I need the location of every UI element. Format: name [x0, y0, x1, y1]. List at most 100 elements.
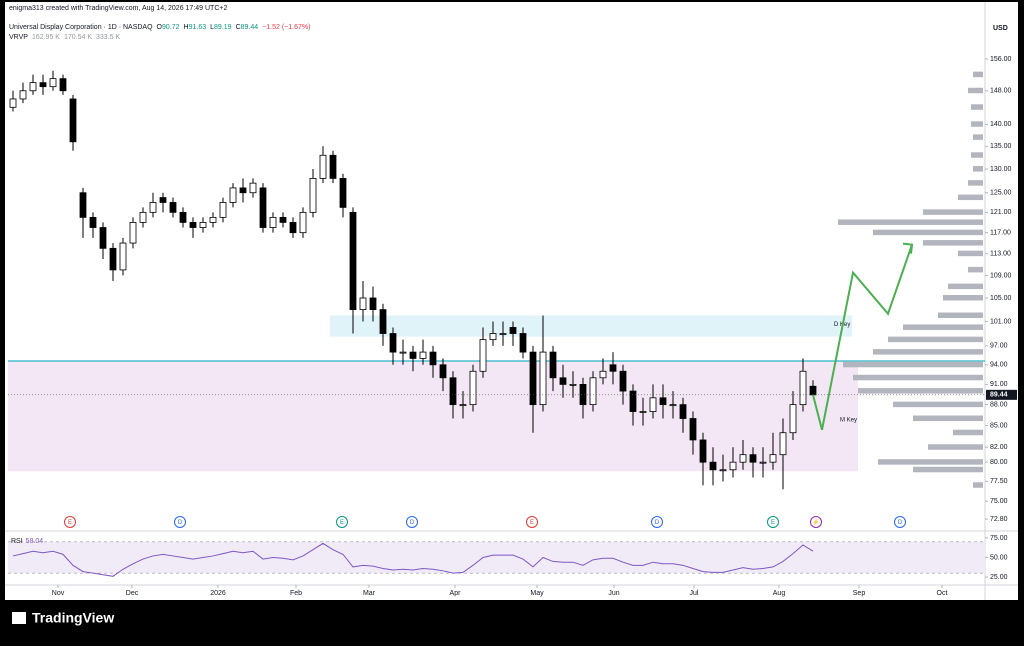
candle-body	[469, 370, 477, 406]
candle-body	[219, 202, 227, 218]
event-marker	[64, 516, 76, 528]
candle-body	[729, 461, 737, 471]
volume-profile-bar	[953, 429, 983, 436]
x-tick-label: Nov	[52, 590, 65, 597]
volume-profile-bar	[873, 229, 983, 236]
volume-profile-bar	[903, 324, 983, 330]
candle-body	[779, 432, 787, 456]
zone	[330, 315, 852, 337]
candle-body	[359, 297, 367, 311]
candle-body	[149, 202, 157, 213]
rsi-tick-label: 25.00	[990, 574, 1008, 581]
x-tick-label: Sep	[853, 590, 866, 597]
volume-profile-bar	[943, 294, 983, 301]
ohlc-value: 91.63	[189, 24, 207, 31]
volume-profile-bar	[958, 250, 983, 257]
currency: USD	[993, 25, 1008, 32]
rsi-legend: RSI 58.04	[11, 538, 43, 545]
candle-body	[349, 211, 357, 311]
volume-profile-bar	[973, 166, 983, 172]
candle-body	[799, 370, 807, 406]
candle-body	[569, 383, 577, 386]
event-marker	[894, 516, 906, 528]
y-tick-label: 75.00	[990, 498, 1008, 505]
ohlc-value: 89.44	[241, 24, 259, 31]
candle-body	[609, 364, 617, 372]
candle-body	[159, 197, 167, 203]
candle-body	[259, 187, 267, 228]
last-price-box	[986, 389, 1017, 400]
candle-body	[369, 297, 377, 311]
volume-profile-bar	[938, 312, 983, 318]
candle-body	[19, 90, 27, 100]
volume-profile-bar	[971, 104, 983, 110]
candle-body	[459, 404, 467, 407]
candle-body	[709, 461, 717, 471]
candle-body	[89, 216, 97, 228]
candle-body	[169, 202, 177, 213]
y-tick-label: 72.80	[990, 516, 1008, 523]
volume-profile-bar	[893, 401, 983, 408]
candle-body	[669, 404, 677, 407]
volume-profile-bar	[973, 71, 983, 78]
volume-profile-bar	[971, 152, 983, 158]
y-tick-label: 148.00	[990, 88, 1012, 95]
volume-profile-bar	[928, 444, 983, 450]
symbol-title: Universal Display Corporation · 1D · NAS…	[9, 24, 153, 31]
last-price-label: 89.44	[990, 392, 1008, 399]
candle-body	[319, 154, 327, 179]
y-tick-label: 113.00	[990, 251, 1011, 258]
rsi-tick-label: 75.00	[990, 535, 1008, 542]
event-label: E	[340, 520, 344, 526]
zone-label: M Key	[840, 417, 857, 423]
candle-body	[499, 333, 507, 335]
candle-body	[749, 454, 757, 463]
y-tick-label: 97.00	[990, 343, 1008, 350]
y-tick-label: 135.00	[990, 143, 1012, 150]
ohlc-label: C	[236, 24, 241, 31]
candle-body	[299, 211, 307, 234]
event-marker	[651, 516, 663, 528]
candle-body	[239, 187, 247, 194]
candle-body	[699, 439, 707, 463]
event-label: E	[771, 520, 775, 526]
candle-body	[39, 82, 47, 88]
candle-body	[339, 178, 347, 208]
x-tick-label: Jun	[608, 590, 619, 597]
candle-body	[489, 333, 497, 341]
chart-header: Universal Display Corporation · 1D · NAS…	[9, 24, 310, 31]
candle-body	[69, 98, 77, 143]
candle-body	[419, 351, 427, 359]
rsi-line	[12, 542, 814, 577]
event-label: D	[178, 520, 183, 526]
ohlc-label: O	[157, 24, 163, 31]
event-marker	[336, 516, 348, 528]
candle-body	[649, 397, 657, 412]
candle-body	[689, 418, 697, 441]
vrvp-text: 333.5 K	[96, 34, 120, 41]
event-label: E	[68, 520, 72, 526]
x-tick-label: 2026	[210, 590, 226, 597]
rsi-value: 58.04	[26, 538, 44, 545]
x-tick-label: Mar	[363, 590, 376, 597]
rsi-band	[8, 541, 985, 574]
y-tick-label: 105.00	[990, 295, 1012, 302]
event-label: D	[898, 520, 903, 526]
candle-body	[329, 154, 337, 179]
y-tick-label: 117.00	[990, 230, 1011, 237]
x-tick-label: Feb	[290, 590, 302, 597]
vrvp-header: VRVP 162.95 K 170.54 K 333.5 K	[9, 34, 120, 41]
logo-icon	[12, 612, 26, 624]
candle-body	[599, 370, 607, 379]
candle-body	[279, 216, 287, 223]
projection-arrowhead	[902, 242, 914, 254]
volume-profile-bar	[923, 209, 983, 215]
candle-body	[29, 82, 37, 92]
ohlc-value: 89.19	[214, 24, 232, 31]
event-label: E	[530, 520, 534, 526]
y-tick-label: 82.00	[990, 444, 1008, 451]
event-marker	[767, 516, 779, 528]
y-tick-label: 140.00	[990, 121, 1012, 128]
